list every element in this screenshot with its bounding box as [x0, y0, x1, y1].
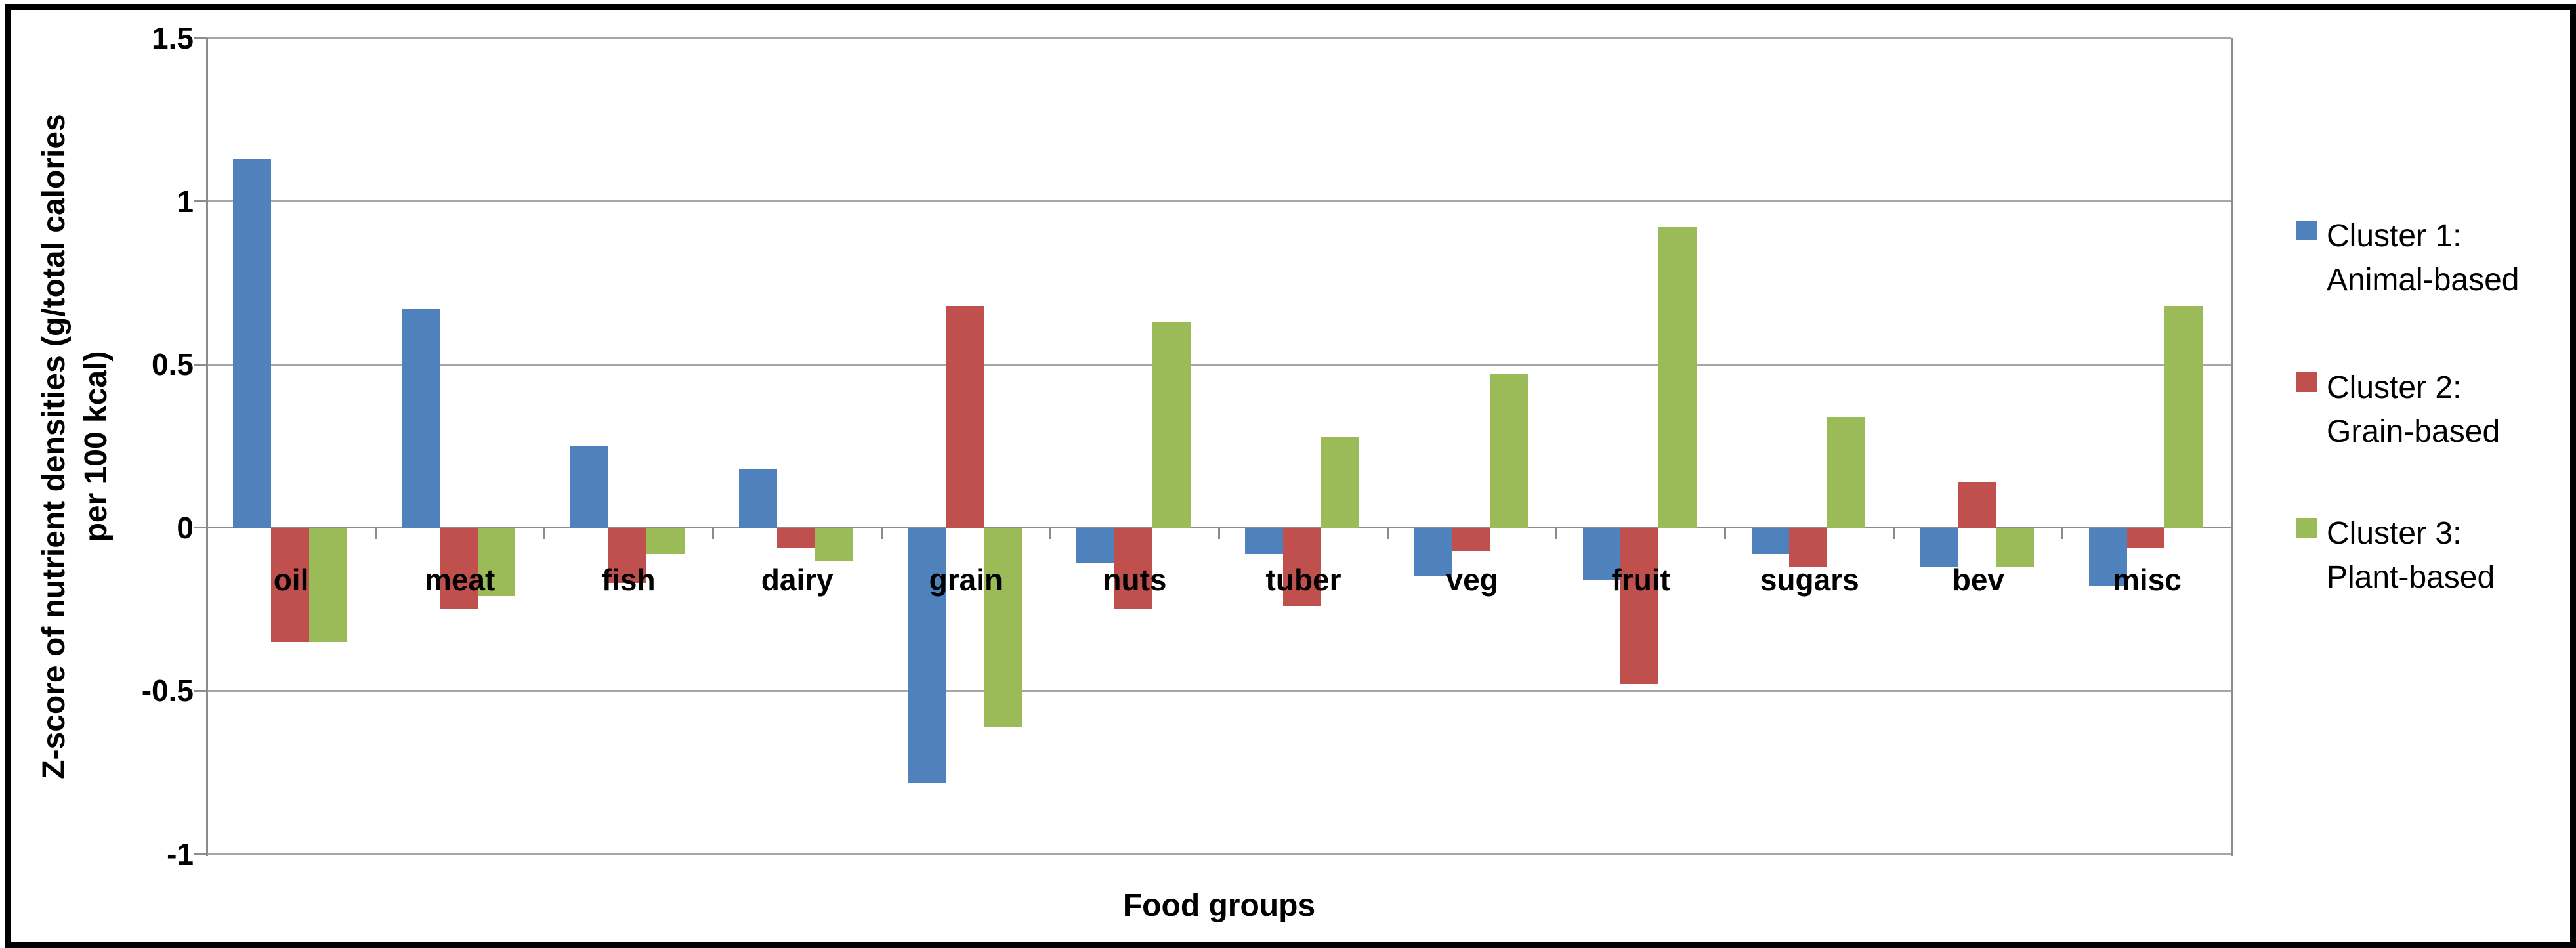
legend-label-cluster-1: Cluster 1: Animal-based: [2327, 219, 2520, 297]
bar-oil-series-1: [232, 158, 271, 528]
category-label-fruit: fruit: [1611, 562, 1670, 597]
bar-misc-series-1: [2088, 527, 2127, 587]
x-tick-mark-5: [1049, 527, 1051, 539]
bar-meat-series-1: [401, 309, 440, 528]
bar-sugars-series-1: [1751, 527, 1790, 554]
bar-tuber-series-2: [1283, 527, 1322, 607]
legend-label-cluster-3: Cluster 3: Plant-based: [2327, 516, 2495, 595]
y-tick-mark-0: [194, 527, 207, 529]
y-tick-mark-0.5: [194, 363, 207, 366]
plot-right-border: [2231, 38, 2233, 856]
x-axis-title: Food groups: [1122, 888, 1316, 923]
legend-swatch-cluster-2: [2296, 372, 2317, 392]
bar-dairy-series-1: [739, 469, 777, 528]
bar-veg-series-3: [1490, 374, 1528, 528]
x-tick-mark-10: [1893, 527, 1895, 539]
bar-bev-series-1: [1920, 527, 1958, 567]
bar-fish-series-1: [570, 446, 608, 528]
y-tick-label-0: 0: [177, 510, 194, 545]
category-label-grain: grain: [929, 562, 1003, 597]
bar-grain-series-2: [946, 305, 984, 528]
x-tick-mark-3: [711, 527, 714, 539]
bar-fruit-series-1: [1582, 527, 1621, 580]
category-label-oil: oil: [273, 562, 309, 597]
y-tick-label--1: -1: [167, 837, 194, 871]
gridline-1: [207, 200, 2231, 203]
y-tick-label-0.5: 0.5: [152, 347, 194, 382]
category-label-veg: veg: [1446, 562, 1498, 597]
x-tick-mark-7: [1387, 527, 1389, 539]
bar-bev-series-2: [1958, 482, 1996, 528]
bar-dairy-series-3: [814, 527, 853, 561]
category-label-dairy: dairy: [761, 562, 834, 597]
legend-swatch-cluster-3: [2296, 518, 2317, 538]
bar-nuts-series-1: [1076, 527, 1115, 564]
bar-fruit-series-2: [1620, 527, 1659, 685]
bar-fish-series-3: [646, 527, 685, 554]
bar-fish-series-2: [608, 527, 646, 584]
bar-oil-series-3: [308, 527, 347, 642]
category-label-bev: bev: [1952, 562, 2004, 597]
legend-entry-cluster-3: Cluster 3: Plant-based: [2296, 511, 2495, 599]
x-tick-mark-2: [543, 527, 545, 539]
x-tick-mark-12: [2230, 527, 2233, 539]
gridline--1: [207, 853, 2231, 855]
bar-tuber-series-1: [1245, 527, 1284, 554]
bar-bev-series-3: [1996, 527, 2035, 567]
bar-veg-series-1: [1414, 527, 1452, 577]
category-label-meat: meat: [424, 562, 496, 597]
y-tick-mark--1: [194, 853, 207, 855]
bar-misc-series-2: [2126, 527, 2165, 548]
category-label-tuber: tuber: [1265, 562, 1341, 597]
gridline--0.5: [207, 689, 2231, 692]
legend-entry-cluster-2: Cluster 2: Grain-based: [2296, 366, 2500, 454]
bar-sugars-series-2: [1789, 527, 1828, 567]
category-label-fish: fish: [601, 562, 656, 597]
y-axis-title: Z-score of nutrient densities (g/total c…: [33, 114, 117, 779]
legend-swatch-cluster-1: [2296, 221, 2317, 240]
y-axis-title-line-2: per 100 kcal): [79, 351, 114, 542]
y-tick-mark-1.5: [194, 37, 207, 39]
legend: Cluster 1: Animal-based Cluster 2: Grain…: [2296, 0, 2558, 947]
bar-dairy-series-2: [776, 527, 815, 548]
y-tick-label--0.5: -0.5: [141, 674, 194, 708]
chart-border: [5, 4, 2576, 948]
x-tick-mark-1: [374, 527, 377, 539]
category-label-sugars: sugars: [1760, 562, 1859, 597]
x-tick-mark-4: [880, 527, 883, 539]
bar-veg-series-2: [1452, 527, 1490, 551]
y-tick-label-1.5: 1.5: [152, 21, 194, 55]
y-tick-mark-1: [194, 200, 207, 203]
bar-grain-series-3: [983, 527, 1022, 727]
x-tick-mark-0: [205, 527, 208, 539]
x-tick-mark-9: [1724, 527, 1727, 539]
y-tick-mark--0.5: [194, 689, 207, 692]
x-tick-mark-6: [1218, 527, 1220, 539]
y-tick-label-1: 1: [177, 184, 194, 219]
legend-label-cluster-2: Cluster 2: Grain-based: [2327, 370, 2501, 449]
bar-nuts-series-2: [1114, 527, 1152, 610]
bar-nuts-series-3: [1152, 322, 1191, 528]
y-axis-line: [206, 38, 208, 856]
bar-meat-series-3: [477, 527, 516, 597]
category-label-nuts: nuts: [1103, 562, 1167, 597]
x-tick-mark-11: [2061, 527, 2064, 539]
y-axis-title-line-1: Z-score of nutrient densities (g/total c…: [37, 114, 72, 779]
gridline-0.5: [207, 363, 2231, 366]
bar-sugars-series-3: [1827, 416, 1866, 528]
bar-misc-series-3: [2164, 305, 2203, 528]
x-tick-mark-8: [1555, 527, 1558, 539]
bar-oil-series-2: [270, 527, 309, 642]
legend-entry-cluster-1: Cluster 1: Animal-based: [2296, 214, 2519, 302]
gridline-1.5: [207, 37, 2231, 39]
bar-fruit-series-3: [1658, 227, 1697, 528]
category-label-misc: misc: [2113, 562, 2182, 597]
bar-meat-series-2: [439, 527, 478, 610]
bar-tuber-series-3: [1321, 436, 1359, 528]
bar-grain-series-1: [908, 527, 946, 783]
